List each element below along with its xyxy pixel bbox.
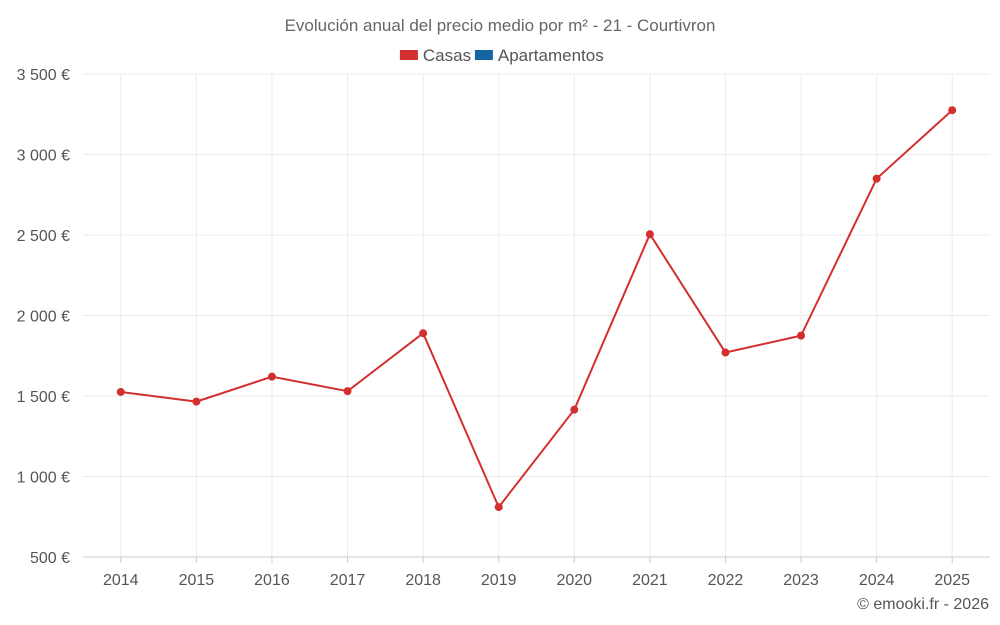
legend-swatch-0 bbox=[399, 50, 418, 60]
y-axis: 500 € 1 000 € 1 500 € 2 000 € 2 500 € 3 000 €… bbox=[17, 67, 70, 567]
y-tick-label-3: 2 000 € bbox=[17, 309, 70, 326]
data-point-2014 bbox=[116, 387, 125, 396]
data-point-2019 bbox=[494, 503, 503, 512]
x-tick-label-0: 2014 bbox=[103, 572, 139, 589]
x-tick-label-4: 2018 bbox=[405, 572, 441, 589]
x-tick-label-7: 2021 bbox=[632, 572, 668, 589]
y-tick-label-6: 3 500 € bbox=[17, 67, 70, 84]
data-point-2018 bbox=[419, 329, 428, 338]
x-tick-label-1: 2015 bbox=[179, 572, 215, 589]
y-tick-label-4: 2 500 € bbox=[17, 228, 70, 245]
x-tick-label-10: 2024 bbox=[859, 572, 895, 589]
legend-swatch-1 bbox=[474, 50, 493, 60]
grid-lines bbox=[83, 73, 990, 557]
chart-legend: Casas Apartamentos bbox=[399, 46, 604, 65]
x-tick-label-11: 2025 bbox=[934, 572, 970, 589]
credit-text: © emooki.fr - 2026 bbox=[857, 596, 989, 613]
data-point-2016 bbox=[267, 372, 276, 381]
data-point-2022 bbox=[721, 348, 730, 357]
x-tick-label-2: 2016 bbox=[254, 572, 290, 589]
data-point-2025 bbox=[948, 106, 957, 115]
data-point-2017 bbox=[343, 387, 352, 396]
x-tick-label-6: 2020 bbox=[556, 572, 592, 589]
legend-label-1: Apartamentos bbox=[498, 46, 604, 65]
chart-title: Evolución anual del precio medio por m² … bbox=[285, 16, 716, 35]
data-point-2023 bbox=[797, 331, 806, 340]
data-point-2021 bbox=[645, 230, 654, 239]
series-line-casas bbox=[120, 109, 953, 509]
y-tick-label-1: 1 000 € bbox=[17, 470, 70, 487]
x-tick-label-3: 2017 bbox=[330, 572, 366, 589]
x-tick-label-9: 2023 bbox=[783, 572, 819, 589]
x-tick-label-8: 2022 bbox=[708, 572, 744, 589]
x-tick-label-5: 2019 bbox=[481, 572, 517, 589]
data-point-2020 bbox=[570, 405, 579, 414]
y-tick-label-0: 500 € bbox=[30, 550, 70, 567]
y-tick-label-5: 3 000 € bbox=[17, 148, 70, 165]
x-axis: 2014 2015 2016 2017 2018 2019 2020 2021 2022 2023… bbox=[83, 556, 990, 589]
series-layer bbox=[116, 106, 957, 512]
data-point-2024 bbox=[872, 174, 881, 183]
legend-label-0: Casas bbox=[423, 46, 471, 65]
y-tick-label-2: 1 500 € bbox=[17, 389, 70, 406]
data-point-2015 bbox=[192, 397, 201, 406]
